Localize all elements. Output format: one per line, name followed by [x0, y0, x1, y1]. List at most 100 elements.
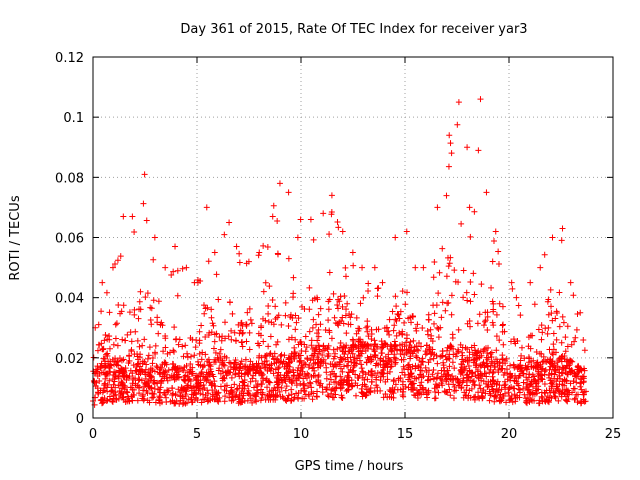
data-point — [304, 370, 311, 377]
data-point — [325, 317, 332, 324]
data-point — [449, 373, 456, 380]
y-tick-label: 0.06 — [55, 232, 84, 247]
y-axis-label: ROTI / TECUs — [8, 195, 23, 280]
data-point — [108, 387, 115, 394]
data-point — [319, 352, 326, 359]
data-point — [152, 342, 159, 349]
data-point — [561, 390, 568, 397]
data-point — [131, 351, 138, 358]
data-point — [303, 344, 310, 351]
data-point — [499, 352, 506, 359]
data-point — [203, 204, 210, 211]
data-point — [100, 387, 107, 394]
data-point — [354, 374, 361, 381]
data-point — [200, 382, 207, 389]
data-point — [434, 370, 441, 377]
data-point — [408, 319, 415, 326]
data-point — [95, 321, 102, 328]
data-point — [216, 334, 223, 341]
data-point — [337, 381, 344, 388]
data-point — [254, 381, 261, 388]
data-point — [500, 341, 507, 348]
data-point — [489, 319, 496, 326]
data-point — [483, 354, 490, 361]
data-point — [228, 384, 235, 391]
data-point — [446, 260, 453, 267]
data-point — [476, 382, 483, 389]
data-point — [372, 340, 379, 347]
data-point — [362, 371, 369, 378]
data-point — [374, 370, 381, 377]
data-point — [491, 393, 498, 400]
data-point — [449, 359, 456, 366]
data-point — [548, 395, 555, 402]
data-point — [151, 368, 158, 375]
data-point — [198, 399, 205, 406]
data-point — [163, 361, 170, 368]
data-point — [564, 343, 571, 350]
data-point — [114, 342, 121, 349]
data-point — [461, 389, 468, 396]
data-point — [187, 353, 194, 360]
data-point — [294, 367, 301, 374]
data-point — [302, 391, 309, 398]
data-point — [114, 358, 121, 365]
data-point — [573, 326, 580, 333]
data-point — [458, 368, 465, 375]
data-point — [326, 269, 333, 276]
data-point — [272, 393, 279, 400]
data-point — [233, 338, 240, 345]
data-point — [292, 336, 299, 343]
data-point — [549, 234, 556, 241]
data-point — [482, 390, 489, 397]
data-point — [404, 289, 411, 296]
data-point — [501, 390, 508, 397]
data-point — [538, 375, 545, 382]
data-point — [382, 378, 389, 385]
data-point — [547, 286, 554, 293]
data-point — [471, 381, 478, 388]
data-point — [316, 346, 323, 353]
data-point — [247, 395, 254, 402]
data-point — [548, 380, 555, 387]
data-point — [478, 371, 485, 378]
data-point — [282, 312, 289, 319]
data-point — [315, 356, 322, 363]
data-point — [541, 251, 548, 258]
data-point — [328, 387, 335, 394]
data-point — [549, 381, 556, 388]
data-point — [314, 393, 321, 400]
data-point — [463, 289, 470, 296]
data-point — [358, 350, 365, 357]
data-point — [266, 283, 273, 290]
data-point — [415, 364, 422, 371]
data-point — [466, 349, 473, 356]
data-point — [183, 264, 190, 271]
data-point — [282, 387, 289, 394]
data-point — [396, 315, 403, 322]
data-point — [246, 305, 253, 312]
data-point — [447, 345, 454, 352]
data-point — [208, 380, 215, 387]
data-point — [577, 383, 584, 390]
data-point — [529, 383, 536, 390]
data-point — [403, 228, 410, 235]
data-point — [490, 387, 497, 394]
data-point — [212, 358, 219, 365]
data-point — [368, 367, 375, 374]
data-point — [476, 354, 483, 361]
data-point — [243, 322, 250, 329]
y-tick-label: 0.04 — [55, 292, 84, 307]
data-point — [191, 352, 198, 359]
data-point — [446, 132, 453, 139]
data-point — [94, 363, 101, 370]
data-point — [167, 349, 174, 356]
data-point — [174, 292, 181, 299]
data-point — [204, 398, 211, 405]
data-point — [120, 366, 127, 373]
data-point — [133, 363, 140, 370]
data-point — [197, 390, 204, 397]
data-point — [385, 351, 392, 358]
data-point — [539, 394, 546, 401]
data-point — [257, 365, 264, 372]
